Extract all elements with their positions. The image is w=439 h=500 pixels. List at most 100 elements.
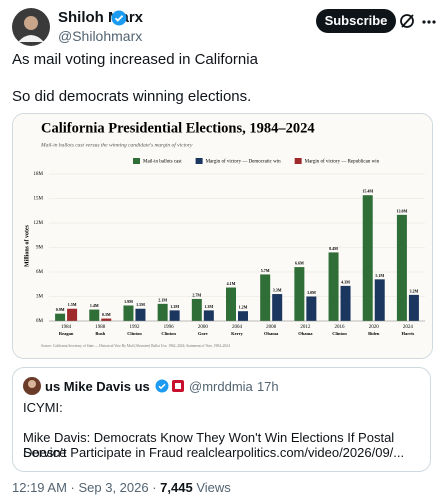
- timestamp[interactable]: 12:19 AM · Sep 3, 2026 ·: [12, 480, 161, 495]
- legend-label: Margin of victory — Democratic win: [206, 160, 282, 165]
- avatar-face: [24, 16, 38, 30]
- chart-bg: [13, 114, 432, 358]
- value-label: 0.3M: [102, 312, 111, 317]
- bar: [294, 267, 305, 321]
- avatar-shirt: [18, 35, 44, 42]
- quote-badges: [155, 379, 184, 393]
- bar: [226, 287, 236, 321]
- tweet-text: So did democrats winning elections.: [12, 88, 252, 105]
- view-count: 7,445: [160, 480, 193, 495]
- value-label: 3.2M: [410, 288, 419, 293]
- bar: [123, 305, 134, 321]
- x-tick-label: 2000: [198, 325, 209, 330]
- quote-handle[interactable]: @mrddmia: [189, 379, 253, 394]
- value-label: 5.7M: [261, 268, 270, 273]
- bar: [55, 313, 66, 321]
- value-label: 1.3M: [204, 304, 213, 309]
- x-tick-label: 2020: [369, 325, 380, 330]
- value-label: 4.1M: [227, 281, 236, 286]
- bar: [396, 214, 407, 321]
- candidate-label: Reagan: [59, 331, 74, 336]
- value-label: 2.7M: [192, 292, 201, 297]
- bar: [374, 279, 385, 321]
- bar: [306, 296, 317, 321]
- bar: [328, 252, 339, 321]
- x-tick-label: 1992: [129, 325, 140, 330]
- candidate-label: Clinton: [161, 331, 176, 336]
- quote-time: · 17h: [249, 379, 279, 394]
- chart-card[interactable]: California Presidential Elections, 1984–…: [12, 113, 433, 359]
- bar: [362, 195, 373, 321]
- bar: [67, 308, 78, 321]
- chart: California Presidential Elections, 1984–…: [13, 114, 432, 358]
- quote-text: Doesn't Participate in Fraud realclearpo…: [23, 445, 405, 460]
- value-label: 1.9M: [124, 299, 133, 304]
- author-handle[interactable]: @Shilohmarx: [58, 28, 143, 44]
- quote-text: ICYMI:: [23, 400, 63, 415]
- source-note: Source: California Secretary of State — …: [41, 344, 230, 349]
- value-label: 1.4M: [90, 303, 99, 308]
- bar: [191, 298, 202, 321]
- bar: [408, 294, 419, 321]
- subscribe-button[interactable]: Subscribe: [316, 9, 396, 33]
- bar: [340, 285, 351, 321]
- legend-swatch: [133, 158, 140, 164]
- y-tick-label: 18M: [34, 172, 44, 177]
- x-tick-label: 2004: [232, 325, 243, 330]
- value-label: 8.4M: [329, 246, 338, 251]
- value-label: 4.3M: [341, 279, 350, 284]
- avatar[interactable]: [12, 8, 50, 46]
- bar: [169, 310, 180, 321]
- y-tick-label: 12M: [34, 221, 44, 226]
- views-label: Views: [192, 480, 231, 495]
- value-label: 5.1M: [375, 273, 384, 278]
- value-label: 6.6M: [295, 261, 304, 266]
- bar: [260, 274, 271, 321]
- candidate-label: Obama: [298, 331, 313, 336]
- value-label: 15.4M: [362, 189, 373, 194]
- tweet-footer: 12:19 AM · Sep 3, 2026 · 7,445 Views: [12, 480, 231, 495]
- candidate-label: Clinton: [127, 331, 142, 336]
- candidate-label: Harris: [402, 331, 415, 336]
- chart-title: California Presidential Elections, 1984–…: [41, 120, 315, 136]
- y-tick-label: 0M: [36, 319, 44, 324]
- x-tick-label: 2016: [335, 325, 346, 330]
- quote-name[interactable]: us Mike Davis us: [45, 379, 150, 394]
- bar: [135, 308, 146, 321]
- candidate-label: Biden: [368, 331, 380, 336]
- bar: [203, 310, 214, 321]
- candidate-label: Bush: [95, 331, 105, 336]
- tweet-text: As mail voting increased in California: [12, 51, 258, 68]
- y-axis-label: Millions of votes: [24, 224, 30, 267]
- y-tick-label: 15M: [34, 197, 44, 202]
- bar: [238, 311, 248, 321]
- verified-badge: [111, 10, 127, 26]
- x-tick-label: 1988: [95, 325, 106, 330]
- value-label: 0.9M: [56, 307, 65, 312]
- value-label: 1.5M: [136, 302, 145, 307]
- bar: [157, 303, 168, 321]
- legend-label: Margin of victory — Republican win: [305, 160, 380, 165]
- bar: [89, 309, 100, 321]
- x-tick-label: 1996: [164, 325, 175, 330]
- candidate-label: Clinton: [332, 331, 347, 336]
- legend-swatch: [195, 158, 203, 164]
- header-icons[interactable]: [398, 12, 438, 32]
- chart-subtitle: Mail-in ballots cast versus the winning …: [40, 141, 193, 148]
- legend-label: Mail-in ballots cast: [143, 160, 182, 165]
- y-tick-label: 3M: [36, 295, 44, 300]
- value-label: 2.1M: [158, 297, 167, 302]
- author-name[interactable]: Shiloh Marx: [58, 9, 144, 26]
- value-label: 3.0M: [307, 290, 316, 295]
- x-tick-label: 1984: [61, 325, 72, 330]
- quote-text: Mike Davis: Democrats Know They Won't Wi…: [23, 430, 395, 460]
- x-tick-label: 2024: [403, 325, 414, 330]
- candidate-label: Gore: [198, 331, 208, 336]
- value-label: 1.2M: [239, 305, 248, 310]
- x-tick-label: 2012: [300, 325, 311, 330]
- y-tick-label: 6M: [36, 270, 44, 275]
- quoted-tweet[interactable]: us Mike Davis us @mrddmia · 17h ICYMI: M…: [12, 367, 431, 472]
- value-label: 1.3M: [170, 304, 179, 309]
- candidate-label: Kerry: [231, 331, 243, 336]
